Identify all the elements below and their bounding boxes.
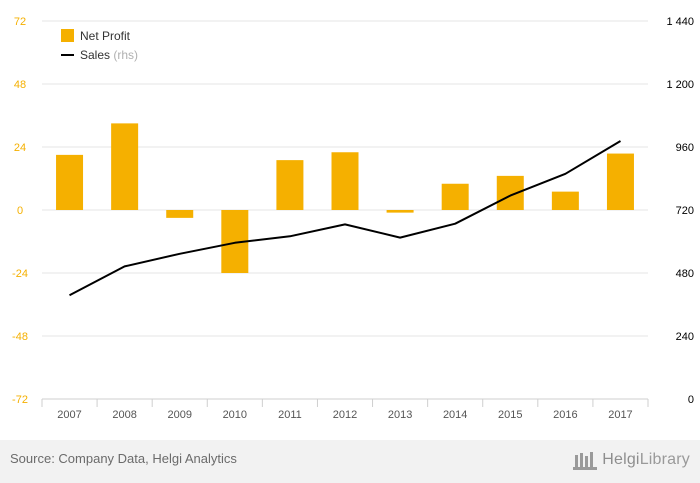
net-profit-bar <box>166 210 194 218</box>
y-left-tick-label: 48 <box>14 79 26 91</box>
x-tick-label: 2014 <box>443 409 467 421</box>
y-left-tick-label: 24 <box>14 142 26 154</box>
y-right-tick-label: 1 200 <box>666 79 694 91</box>
brand-logo[interactable]: HelgiLibrary <box>572 446 690 474</box>
net-profit-bar <box>441 183 469 210</box>
y-right-tick-label: 720 <box>676 205 694 217</box>
y-left-tick-label: -72 <box>12 394 28 406</box>
x-tick-label: 2016 <box>553 409 577 421</box>
net-profit-bar <box>386 210 414 213</box>
x-tick-label: 2015 <box>498 409 522 421</box>
net-profit-bar <box>606 153 634 210</box>
legend-net-profit-label: Net Profit <box>80 29 131 43</box>
y-left-tick-label: 0 <box>17 205 23 217</box>
net-profit-bar <box>551 191 579 210</box>
y-right-tick-label: 0 <box>688 394 694 406</box>
x-tick-label: 2008 <box>112 409 136 421</box>
y-right-tick-label: 240 <box>676 331 694 343</box>
net-profit-bar <box>331 152 359 210</box>
net-profit-bar <box>111 123 139 210</box>
net-profit-bar <box>276 160 304 210</box>
y-right-tick-label: 480 <box>676 268 694 280</box>
brand-text: HelgiLibrary <box>602 451 690 469</box>
y-left-tick-label: -24 <box>12 268 28 280</box>
x-tick-label: 2013 <box>388 409 412 421</box>
library-logo-icon <box>573 452 598 470</box>
x-tick-label: 2012 <box>333 409 357 421</box>
legend-sales-suffix: (rhs) <box>113 48 138 62</box>
x-tick-label: 2017 <box>608 409 632 421</box>
x-tick-label: 2007 <box>57 409 81 421</box>
legend-sales-name: Sales <box>80 48 113 62</box>
x-tick-label: 2009 <box>167 409 191 421</box>
source-text: Source: Company Data, Helgi Analytics <box>10 451 237 466</box>
y-left-tick-label: 72 <box>14 16 26 28</box>
x-tick-label: 2011 <box>278 409 302 421</box>
y-right-tick-label: 1 440 <box>666 16 694 28</box>
brand-sub: Library <box>639 451 690 468</box>
x-tick-label: 2010 <box>223 409 247 421</box>
y-left-tick-label: -48 <box>12 331 28 343</box>
legend-sales-label: Sales (rhs) <box>80 48 138 62</box>
net-profit-bar <box>56 154 84 210</box>
legend-net-profit-swatch <box>61 29 74 42</box>
brand-main: Helgi <box>602 451 640 468</box>
footer-band <box>0 440 700 483</box>
y-right-tick-label: 960 <box>676 142 694 154</box>
sales-line <box>69 140 622 297</box>
